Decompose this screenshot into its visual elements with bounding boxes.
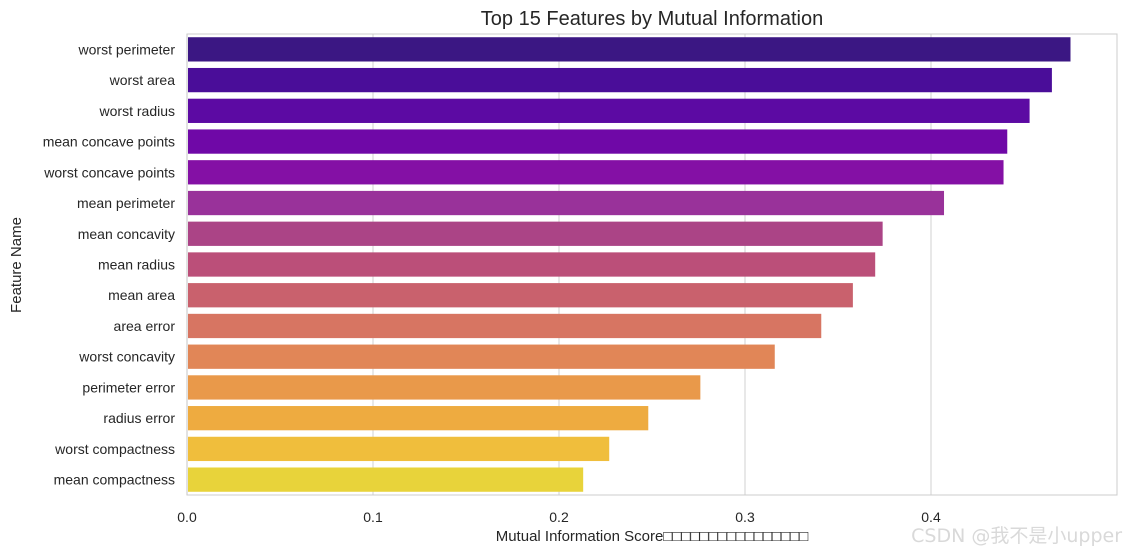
bar bbox=[188, 129, 1008, 154]
y-tick-label: radius error bbox=[103, 410, 175, 426]
y-tick-label: worst compactness bbox=[54, 441, 175, 457]
y-tick-label: mean concavity bbox=[78, 226, 175, 242]
y-axis-label: Feature Name bbox=[8, 217, 25, 313]
bar bbox=[188, 252, 876, 277]
bar bbox=[188, 375, 701, 400]
bar bbox=[188, 37, 1071, 62]
y-tick-label: worst radius bbox=[99, 103, 175, 119]
x-tick-label: 0.3 bbox=[735, 509, 755, 525]
bar bbox=[188, 67, 1052, 93]
y-tick-label: perimeter error bbox=[82, 379, 175, 395]
watermark: CSDN @我不是小upper bbox=[911, 525, 1122, 547]
y-tick-label: mean area bbox=[108, 287, 175, 303]
bar bbox=[188, 467, 584, 492]
x-tick-label: 0.0 bbox=[177, 509, 197, 525]
x-tick-label: 0.4 bbox=[921, 509, 941, 525]
chart-title: Top 15 Features by Mutual Information bbox=[481, 8, 823, 30]
x-tick-labels: 0.0 0.1 0.2 0.3 0.4 bbox=[177, 509, 941, 525]
x-tick-label: 0.2 bbox=[549, 509, 569, 525]
y-tick-label: area error bbox=[114, 318, 176, 334]
bar bbox=[188, 344, 775, 369]
y-tick-label: mean compactness bbox=[54, 472, 175, 488]
y-tick-label: worst concavity bbox=[78, 349, 175, 365]
y-tick-label: worst perimeter bbox=[78, 41, 176, 57]
bar bbox=[188, 98, 1030, 123]
y-tick-labels: worst perimeter worst area worst radius mea… bbox=[43, 41, 176, 487]
x-axis-label: Mutual Information Score□□□□□□□□□□□□□□□□ bbox=[496, 528, 809, 545]
bar bbox=[188, 406, 649, 431]
bar bbox=[188, 436, 610, 462]
y-tick-label: worst concave points bbox=[43, 164, 175, 180]
plot-frame bbox=[186, 33, 1118, 496]
y-tick-label: mean perimeter bbox=[77, 195, 175, 211]
bar bbox=[188, 221, 883, 246]
y-tick-label: worst area bbox=[109, 72, 176, 88]
bar bbox=[188, 313, 822, 339]
y-tick-label: mean radius bbox=[98, 257, 175, 273]
y-tick-label: mean concave points bbox=[43, 134, 175, 150]
x-tick-label: 0.1 bbox=[363, 509, 383, 525]
bar bbox=[188, 283, 853, 308]
bars bbox=[188, 37, 1071, 492]
bar bbox=[188, 160, 1004, 185]
bar bbox=[188, 190, 945, 216]
